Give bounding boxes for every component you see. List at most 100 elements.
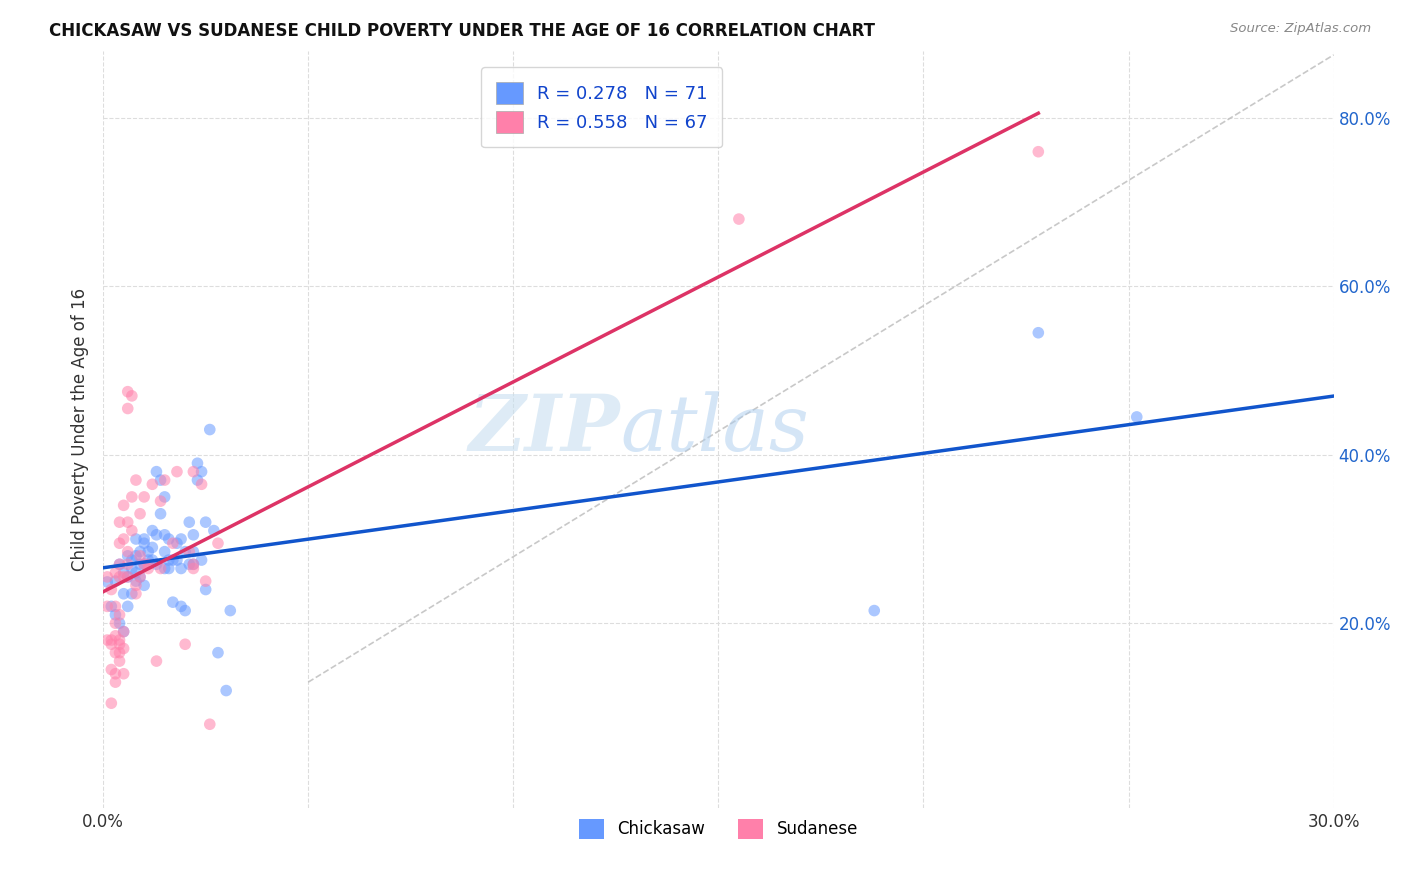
Point	[141, 553, 163, 567]
Point	[157, 532, 180, 546]
Point	[100, 599, 122, 614]
Point	[198, 717, 221, 731]
Point	[104, 675, 127, 690]
Point	[141, 524, 163, 538]
Point	[108, 633, 131, 648]
Point	[108, 607, 131, 622]
Point	[194, 582, 217, 597]
Point	[117, 558, 139, 572]
Point	[121, 561, 143, 575]
Point	[104, 574, 127, 588]
Point	[112, 666, 135, 681]
Point	[149, 473, 172, 487]
Point	[141, 541, 163, 555]
Point	[145, 465, 167, 479]
Point	[162, 553, 184, 567]
Point	[112, 587, 135, 601]
Point	[104, 607, 127, 622]
Point	[104, 616, 127, 631]
Point	[125, 549, 148, 563]
Point	[170, 532, 193, 546]
Point	[166, 553, 188, 567]
Point	[183, 561, 205, 575]
Point	[134, 558, 156, 572]
Point	[125, 574, 148, 588]
Point	[121, 553, 143, 567]
Point	[104, 629, 127, 643]
Point	[863, 604, 886, 618]
Point	[207, 536, 229, 550]
Point	[112, 641, 135, 656]
Point	[129, 570, 152, 584]
Point	[162, 536, 184, 550]
Point	[129, 558, 152, 572]
Point	[157, 553, 180, 567]
Point	[166, 536, 188, 550]
Legend: Chickasaw, Sudanese: Chickasaw, Sudanese	[572, 812, 865, 846]
Point	[153, 473, 176, 487]
Point	[129, 507, 152, 521]
Point	[194, 574, 217, 588]
Point	[134, 490, 156, 504]
Point	[108, 570, 131, 584]
Point	[215, 683, 238, 698]
Point	[125, 566, 148, 580]
Point	[121, 389, 143, 403]
Point	[194, 515, 217, 529]
Point	[170, 561, 193, 575]
Y-axis label: Child Poverty Under the Age of 16: Child Poverty Under the Age of 16	[72, 288, 89, 571]
Point	[136, 553, 159, 567]
Point	[117, 570, 139, 584]
Point	[183, 558, 205, 572]
Point	[104, 599, 127, 614]
Point	[202, 524, 225, 538]
Point	[186, 473, 208, 487]
Point	[166, 465, 188, 479]
Point	[117, 599, 139, 614]
Point	[117, 549, 139, 563]
Point	[136, 561, 159, 575]
Point	[198, 423, 221, 437]
Point	[728, 212, 751, 227]
Point	[121, 587, 143, 601]
Point	[108, 646, 131, 660]
Point	[183, 544, 205, 558]
Point	[100, 637, 122, 651]
Point	[96, 599, 118, 614]
Point	[170, 599, 193, 614]
Point	[108, 515, 131, 529]
Point	[125, 578, 148, 592]
Point	[153, 528, 176, 542]
Point	[117, 570, 139, 584]
Point	[112, 532, 135, 546]
Point	[117, 384, 139, 399]
Point	[112, 570, 135, 584]
Point	[108, 558, 131, 572]
Point	[145, 558, 167, 572]
Point	[129, 544, 152, 558]
Point	[186, 456, 208, 470]
Point	[108, 558, 131, 572]
Point	[108, 654, 131, 668]
Point	[157, 561, 180, 575]
Point	[136, 544, 159, 558]
Point	[174, 544, 197, 558]
Point	[108, 536, 131, 550]
Point	[117, 544, 139, 558]
Point	[179, 558, 201, 572]
Point	[129, 570, 152, 584]
Point	[1026, 326, 1049, 340]
Point	[134, 578, 156, 592]
Text: ZIP: ZIP	[468, 392, 620, 467]
Point	[145, 654, 167, 668]
Point	[134, 558, 156, 572]
Point	[125, 473, 148, 487]
Point	[96, 570, 118, 584]
Point	[117, 515, 139, 529]
Point	[112, 566, 135, 580]
Point	[134, 532, 156, 546]
Point	[1026, 145, 1049, 159]
Point	[153, 544, 176, 558]
Point	[117, 401, 139, 416]
Point	[96, 574, 118, 589]
